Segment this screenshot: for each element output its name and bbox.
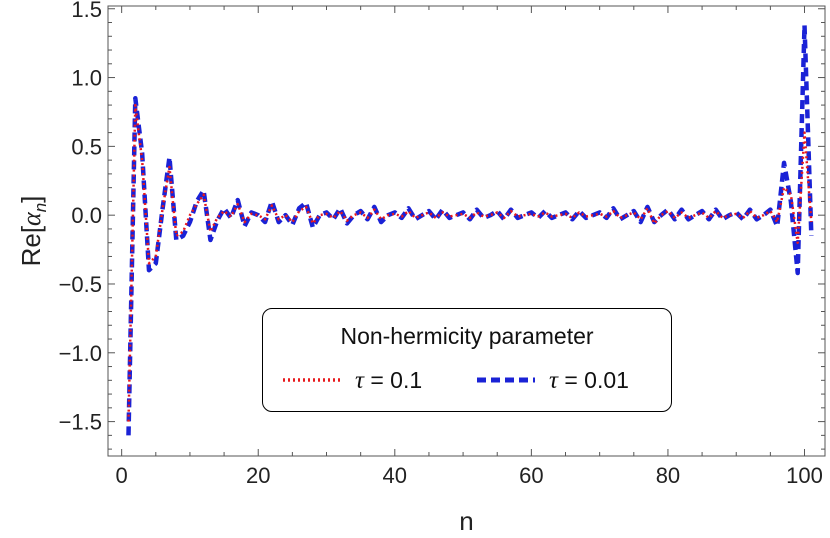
x-tick-label: 100 xyxy=(786,463,823,488)
x-tick-label: 20 xyxy=(246,463,270,488)
y-axis-title: Re[αn] xyxy=(16,196,50,267)
y-tick-label: 1.5 xyxy=(71,0,102,22)
legend-title: Non-hermicity parameter xyxy=(340,323,594,349)
legend-swatch-tau-0-01 xyxy=(477,377,535,383)
x-tick-label: 0 xyxy=(116,463,128,488)
y-tick-label: 1.0 xyxy=(71,66,102,91)
legend: Non-hermicity parameter τ = 0.1 τ = 0.01 xyxy=(262,308,672,412)
x-tick-label: 60 xyxy=(519,463,543,488)
legend-label-tau-0-01: τ = 0.01 xyxy=(549,367,629,394)
series-line-tau-0-1 xyxy=(127,103,813,422)
plot-frame xyxy=(107,5,826,457)
y-tick-label: −1.5 xyxy=(59,410,102,435)
x-axis-title: n xyxy=(459,506,473,536)
legend-swatch-tau-0-1 xyxy=(283,378,341,382)
y-tick-label: 0.5 xyxy=(71,134,102,159)
y-tick-label: −1.0 xyxy=(59,341,102,366)
legend-label-tau-0-1: τ = 0.1 xyxy=(355,367,423,394)
y-tick-label: −0.5 xyxy=(59,272,102,297)
x-tick-label: 80 xyxy=(656,463,680,488)
y-tick-label: 0.0 xyxy=(71,203,102,228)
x-tick-label: 40 xyxy=(383,463,407,488)
